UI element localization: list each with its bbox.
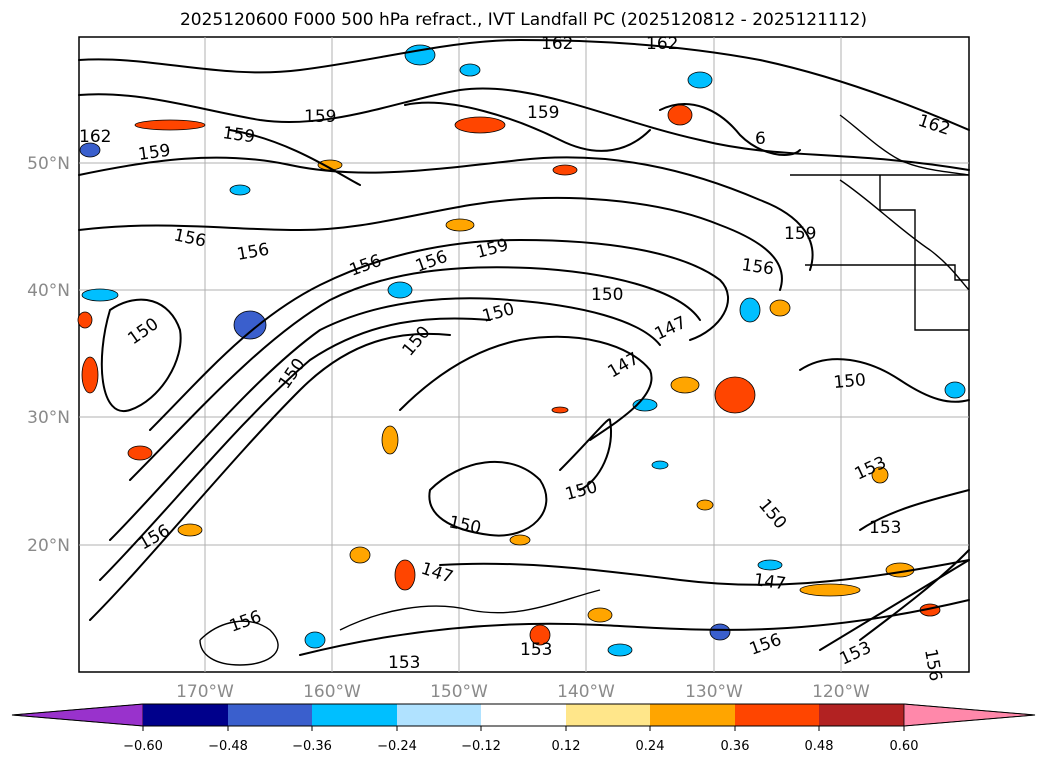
contour-label: 159 (304, 107, 336, 127)
colorbar-ticks (142, 726, 905, 731)
colorbar-left-extend (11, 703, 144, 727)
colorbar: −0.60 −0.48 −0.36 −0.24 −0.12 0.12 0.24 … (11, 703, 1036, 754)
latitude-labels: 50°N 40°N 30°N 20°N (27, 154, 70, 556)
colorbar-segment (481, 704, 566, 726)
lat-label: 50°N (27, 154, 70, 174)
contour-label: 159 (221, 123, 256, 147)
contour-label: 156 (920, 647, 945, 682)
contour-label: 159 (784, 224, 816, 244)
colorbar-tick-label: −0.36 (292, 739, 332, 754)
colorbar-tick-label: 0.36 (721, 739, 750, 754)
colorbar-segment (143, 704, 228, 726)
contour-label: 162 (79, 127, 111, 147)
colorbar-tick-label: −0.12 (461, 739, 501, 754)
lon-label: 170°W (176, 682, 234, 702)
contour-label: 153 (520, 640, 552, 660)
colorbar-segment (566, 704, 650, 726)
contour-lines (78, 39, 970, 666)
colorbar-tick-label: 0.24 (636, 739, 665, 754)
anomaly-patches (77, 44, 966, 657)
colorbar-segment (397, 704, 481, 726)
colorbar-tick-label: 0.60 (890, 739, 919, 754)
colorbar-tick-label: 0.12 (552, 739, 581, 754)
contour-label: 6 (755, 129, 766, 149)
lat-label: 30°N (27, 408, 70, 428)
colorbar-right-extend (903, 703, 1036, 727)
contour-label: 150 (833, 370, 867, 393)
colorbar-tick-label: −0.48 (208, 739, 248, 754)
colorbar-segment (735, 704, 819, 726)
colorbar-segment (312, 704, 397, 726)
lon-label: 130°W (685, 682, 743, 702)
lon-label: 120°W (812, 682, 870, 702)
contour-label: 150 (591, 285, 623, 305)
colorbar-tick-labels: −0.60 −0.48 −0.36 −0.24 −0.12 0.12 0.24 … (123, 739, 918, 754)
lat-label: 20°N (27, 536, 70, 556)
contour-label: 153 (388, 653, 420, 673)
lon-label: 160°W (303, 682, 361, 702)
map-title: 2025120600 F000 500 hPa refract., IVT La… (179, 10, 867, 30)
colorbar-tick-label: −0.24 (377, 739, 417, 754)
contour-label: 156 (740, 255, 775, 279)
colorbar-segment (819, 704, 904, 726)
lon-label: 140°W (557, 682, 615, 702)
coastline (790, 114, 970, 331)
contour-label: 153 (869, 518, 901, 538)
map-panel: 162 162 159 159 159 162 162 159 6 156 15… (77, 34, 970, 683)
contour-label: 147 (752, 570, 787, 594)
contour-label: 162 (541, 34, 573, 54)
colorbar-tick-label: −0.60 (123, 739, 163, 754)
longitude-labels: 170°W 160°W 150°W 140°W 130°W 120°W (176, 682, 870, 702)
contour-label: 159 (137, 141, 172, 165)
colorbar-segment (650, 704, 735, 726)
colorbar-segment (228, 704, 312, 726)
lat-label: 40°N (27, 281, 70, 301)
lon-label: 150°W (430, 682, 488, 702)
contour-label: 162 (646, 34, 678, 54)
contour-label: 159 (527, 103, 559, 123)
colorbar-tick-label: 0.48 (805, 739, 834, 754)
